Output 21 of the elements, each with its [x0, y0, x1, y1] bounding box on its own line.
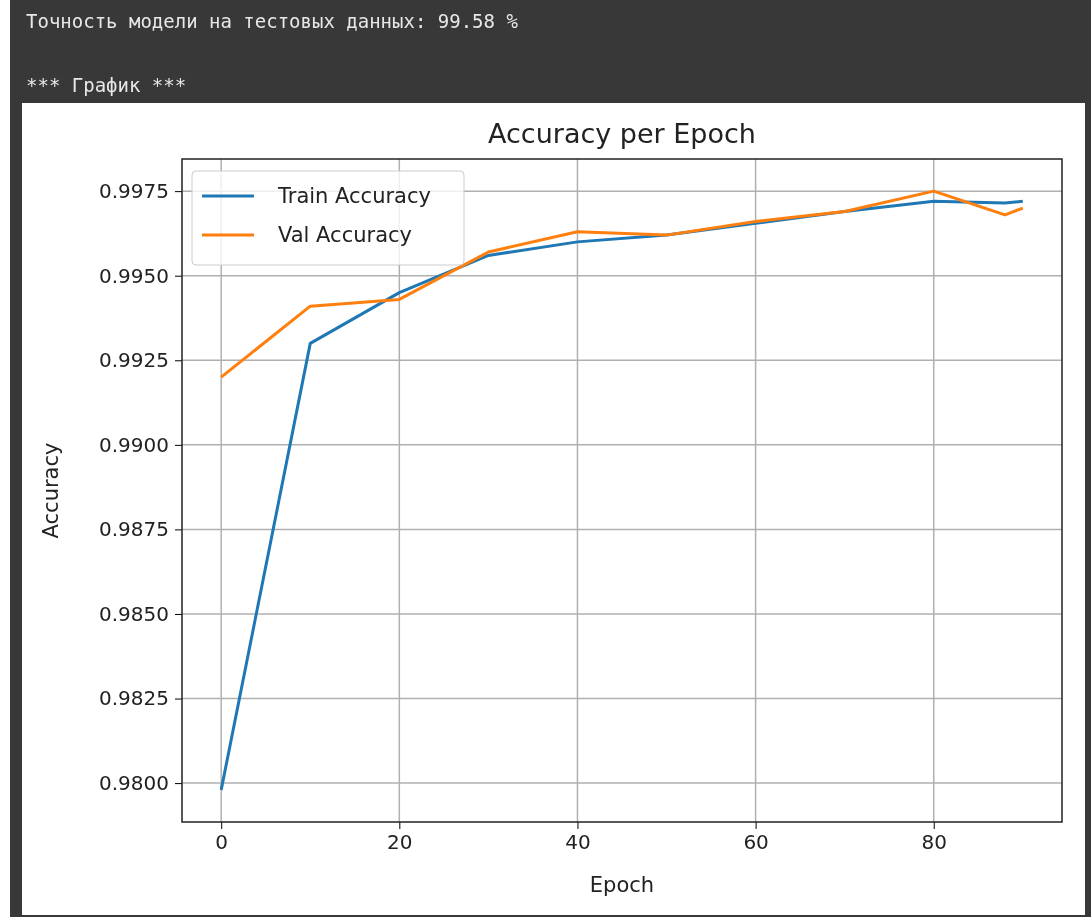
text: Точность модели на тестовых данных: 99.58 % [26, 10, 519, 32]
x-tick-label: 20 [387, 830, 413, 855]
x-tick-label: 80 [921, 830, 947, 855]
text: *** График *** [26, 74, 187, 96]
y-tick-label: 0.9925 [99, 348, 169, 373]
y-tick-label: 0.9800 [99, 771, 169, 795]
y-tick-label: 0.9950 [99, 263, 169, 288]
y-axis-title: Accuracy [39, 442, 63, 539]
line-series [219, 189, 1025, 379]
legend-label: Train Accuracy [277, 184, 431, 208]
y-tick-label: 0.9900 [99, 432, 169, 457]
x-tick-label: 0 [215, 830, 229, 855]
y-tick-label: 0.9850 [99, 601, 169, 626]
x-tick-label: 40 [565, 830, 591, 855]
x-tick-label: 60 [743, 830, 769, 855]
y-tick-label: 0.9975 [99, 179, 169, 204]
x-axis-title: Epoch [589, 873, 655, 897]
legend-label: Val Accuracy [278, 223, 412, 247]
y-tick-label: 0.9825 [99, 686, 169, 711]
chart-title: Accuracy per Epoch [488, 118, 756, 149]
y-tick-label: 0.9875 [99, 517, 169, 542]
